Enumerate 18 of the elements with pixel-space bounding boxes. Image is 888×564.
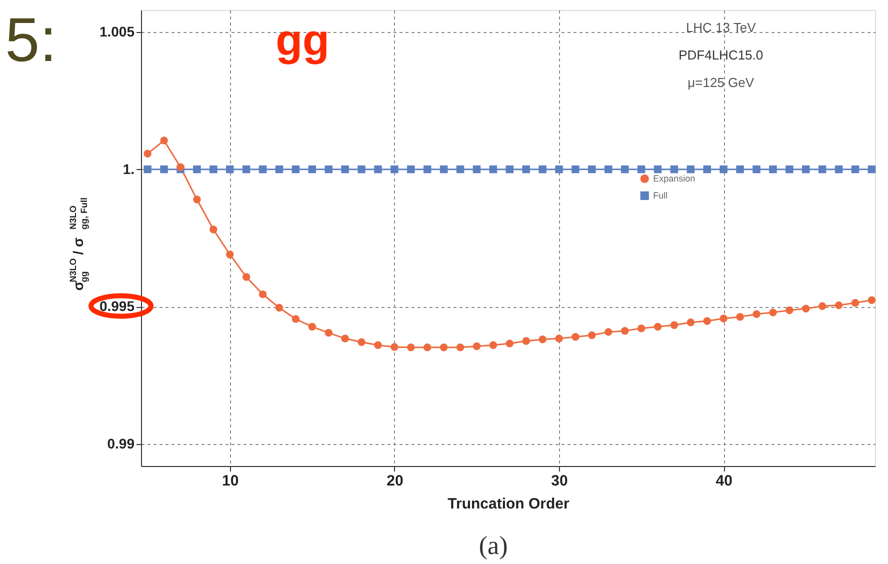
x-tick-label: 20	[386, 472, 404, 490]
x-tick-label: 40	[716, 472, 732, 490]
text: 5:	[5, 6, 57, 75]
annotation: μ=125 GeV	[688, 74, 754, 90]
y-axis-title: σggN3LO / σgg, FullN3LO	[68, 198, 89, 291]
annotation: gg	[276, 16, 330, 65]
y-tick-label: 1.	[122, 160, 134, 177]
annotation: LHC 13 TeV	[686, 20, 756, 36]
x-tick-label: 30	[551, 472, 568, 490]
annotation: PDF4LHC15.0	[678, 48, 764, 63]
y-tick-label: 0.995	[99, 298, 135, 314]
x-axis-title: Truncation Order	[448, 496, 570, 512]
legend-label: Full	[653, 190, 668, 201]
legend-label: Expansion	[653, 174, 696, 184]
text: (a)	[478, 531, 508, 560]
y-tick-label: 1.005	[99, 23, 135, 40]
y-tick-label: 0.99	[107, 436, 135, 452]
x-tick-label: 10	[222, 472, 239, 490]
